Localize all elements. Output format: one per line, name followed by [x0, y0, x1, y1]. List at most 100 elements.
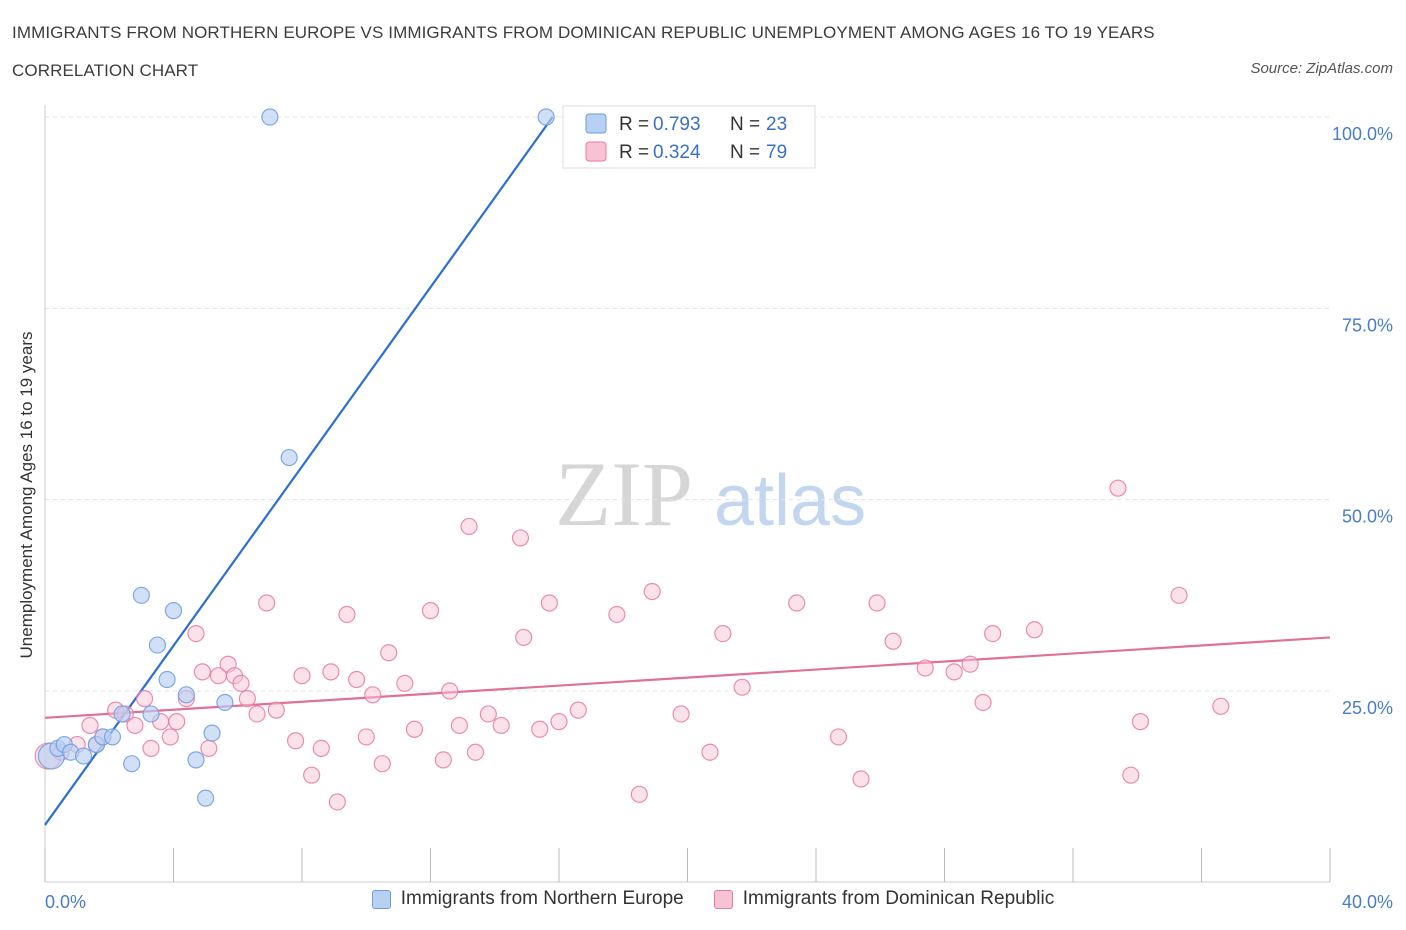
point-northern-europe — [177, 686, 195, 704]
stats-legend: R = 0.793 N = 23 R = 0.324 N = 79 — [562, 105, 816, 169]
point-dominican-republic — [267, 701, 285, 719]
point-dominican-republic — [248, 705, 266, 723]
point-dominican-republic — [1109, 479, 1127, 497]
legend-item-dominican-republic[interactable]: Immigrants from Dominican Republic — [713, 888, 1055, 910]
point-dominican-republic — [643, 582, 661, 601]
point-dominican-republic — [396, 674, 414, 692]
legend-n-label: N = — [730, 114, 760, 135]
legend-r-label: R = — [619, 142, 649, 163]
point-dominican-republic — [168, 713, 186, 731]
point-dominican-republic — [328, 793, 346, 811]
legend-label-dominican-republic: Immigrants from Dominican Republic — [742, 888, 1055, 909]
point-northern-europe — [261, 108, 279, 126]
axes — [44, 105, 1331, 883]
point-dominican-republic — [322, 663, 340, 681]
tick-labels: 25.0% 50.0% 75.0% 100.0% 0.0% 40.0% — [45, 124, 1393, 912]
point-dominican-republic — [357, 728, 375, 746]
point-northern-europe — [103, 728, 122, 746]
point-dominican-republic — [373, 755, 391, 773]
point-northern-europe — [158, 670, 176, 689]
point-dominican-republic — [974, 693, 992, 712]
legend-n-value-dominican-republic: 79 — [766, 142, 787, 163]
point-dominican-republic — [293, 667, 311, 685]
point-dominican-republic — [126, 716, 144, 735]
point-dominican-republic — [238, 690, 256, 708]
point-northern-europe — [74, 747, 93, 765]
legend-swatch-northern-europe — [585, 113, 607, 134]
point-northern-europe — [203, 724, 221, 742]
y-tick-label: 75.0% — [1342, 315, 1393, 335]
y-tick-label: 100.0% — [1332, 124, 1393, 144]
point-northern-europe — [216, 693, 234, 712]
svg-text:atlas: atlas — [714, 461, 866, 541]
trendline-dominican-republic — [44, 636, 1331, 719]
point-dominican-republic — [531, 720, 549, 738]
point-dominican-republic — [421, 602, 440, 620]
point-dominican-republic — [733, 678, 751, 696]
point-northern-europe — [132, 586, 150, 604]
legend-r-label: R = — [619, 114, 649, 135]
point-dominican-republic — [81, 716, 99, 735]
legend-item-northern-europe[interactable]: Immigrants from Northern Europe — [371, 888, 684, 910]
x-tick-label: 0.0% — [45, 892, 86, 912]
point-dominican-republic — [441, 682, 459, 700]
point-dominican-republic — [550, 713, 568, 731]
legend-r-value-dominican-republic: 0.324 — [653, 142, 701, 163]
point-dominican-republic — [916, 659, 934, 677]
x-tick-label: 40.0% — [1342, 892, 1393, 912]
point-dominican-republic — [161, 728, 179, 746]
gridlines — [45, 116, 1330, 692]
point-dominican-republic — [380, 644, 398, 662]
point-dominican-republic — [1025, 621, 1044, 639]
point-dominican-republic — [286, 732, 305, 750]
point-dominican-republic — [569, 701, 587, 719]
series-legend: Immigrants from Northern Europe Immigran… — [0, 888, 1406, 910]
point-dominican-republic — [492, 716, 510, 735]
point-dominican-republic — [630, 785, 648, 803]
point-dominican-republic — [868, 594, 886, 612]
legend-swatch-dominican-republic — [585, 141, 607, 162]
point-dominican-republic — [348, 670, 366, 689]
point-dominican-republic — [312, 739, 330, 758]
point-dominican-republic — [788, 594, 806, 612]
point-dominican-republic — [479, 705, 497, 723]
point-dominican-republic — [961, 655, 979, 673]
point-dominican-republic — [364, 686, 382, 704]
source-label: Source: ZipAtlas.com — [1250, 60, 1393, 77]
point-dominican-republic — [945, 663, 963, 681]
chart-title: IMMIGRANTS FROM NORTHERN EUROPE VS IMMIG… — [12, 23, 1155, 80]
watermark: ZIP atlas — [555, 443, 866, 545]
point-dominican-republic — [338, 605, 356, 624]
point-dominican-republic — [187, 624, 205, 643]
point-dominican-republic — [303, 766, 321, 784]
legend-label-northern-europe: Immigrants from Northern Europe — [400, 888, 684, 909]
point-dominican-republic — [829, 728, 848, 746]
point-dominican-republic — [1122, 766, 1140, 784]
point-dominican-republic — [434, 751, 452, 769]
point-dominican-republic — [258, 594, 276, 612]
point-dominican-republic — [884, 632, 902, 650]
point-northern-europe — [148, 636, 167, 654]
point-northern-europe — [142, 705, 160, 723]
point-dominican-republic — [466, 743, 485, 761]
point-northern-europe — [197, 789, 215, 807]
point-dominican-republic — [142, 739, 160, 758]
point-dominican-republic — [672, 705, 690, 723]
y-tick-label: 50.0% — [1342, 507, 1393, 527]
point-dominican-republic — [511, 529, 530, 547]
point-northern-europe — [280, 448, 298, 467]
point-dominican-republic — [405, 720, 424, 738]
point-dominican-republic — [1170, 586, 1188, 604]
y-tick-label: 25.0% — [1342, 698, 1393, 718]
legend-swatch-dominican-republic — [713, 889, 733, 909]
point-dominican-republic — [460, 517, 478, 536]
point-dominican-republic — [135, 690, 154, 708]
point-dominican-republic — [1131, 713, 1150, 731]
point-northern-europe — [123, 755, 141, 773]
point-dominican-republic — [852, 770, 870, 788]
point-dominican-republic — [515, 628, 533, 647]
point-dominican-republic — [1212, 697, 1230, 715]
legend-n-value-northern-europe: 23 — [766, 114, 787, 135]
point-northern-europe — [187, 751, 205, 769]
point-dominican-republic — [984, 624, 1002, 643]
